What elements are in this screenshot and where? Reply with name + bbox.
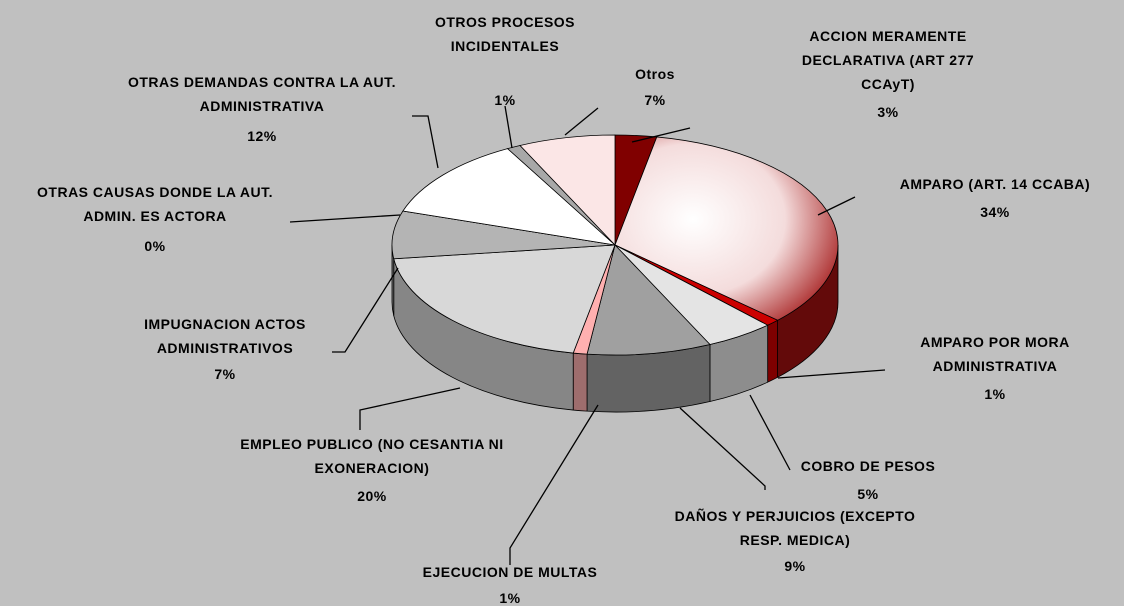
pie-side — [767, 319, 778, 383]
slice-value: 20% — [357, 488, 387, 504]
slice-label: OTRAS CAUSAS DONDE LA AUT. ADMIN. ES ACT… — [37, 184, 273, 224]
slice-label: DAÑOS Y PERJUICIOS (EXCEPTO RESP. MEDICA… — [674, 508, 916, 548]
leader-line — [777, 369, 886, 379]
leader-line — [631, 127, 691, 143]
slice-label: EJECUCION DE MULTAS — [422, 564, 598, 580]
pie-slice — [586, 244, 711, 356]
leader-line — [749, 394, 791, 471]
pie-side — [572, 352, 588, 412]
leader-line — [504, 105, 513, 149]
slice-value: 9% — [784, 558, 806, 574]
slice-value: 1% — [984, 386, 1006, 402]
slice-label: IMPUGNACION ACTOS ADMINISTRATIVOS — [144, 316, 306, 356]
slice-label: AMPARO (ART. 14 CCABA) — [899, 176, 1091, 192]
slice-label: OTROS PROCESOS INCIDENTALES — [434, 14, 576, 54]
leader-line — [564, 107, 599, 136]
slice-label: OTRAS DEMANDAS CONTRA LA AUT. ADMINISTRA… — [127, 74, 397, 114]
leader-line — [679, 407, 766, 490]
slice-label: ACCION MERAMENTE DECLARATIVA (ART 277 CC… — [801, 28, 975, 92]
leader-line — [289, 214, 401, 223]
pie-slice — [393, 244, 616, 354]
slice-value: 5% — [857, 486, 879, 502]
slice-value: 7% — [214, 366, 236, 382]
leader-line — [359, 387, 461, 430]
leader-line — [817, 196, 856, 216]
slice-value: 34% — [980, 204, 1010, 220]
pie-slice — [402, 148, 617, 246]
slice-value: 12% — [247, 128, 277, 144]
slice-value: 7% — [644, 92, 666, 108]
leader-line — [509, 404, 599, 565]
slice-value: 1% — [499, 590, 521, 606]
slice-label: COBRO DE PESOS — [800, 458, 936, 474]
slice-label: EMPLEO PUBLICO (NO CESANTIA NI EXONERACI… — [240, 436, 504, 476]
slice-value: 3% — [877, 104, 899, 120]
slice-value: 1% — [494, 92, 516, 108]
slice-label: Otros — [635, 66, 675, 82]
slice-value: 0% — [144, 238, 166, 254]
leader-line — [412, 115, 439, 169]
pie-slice — [519, 134, 616, 246]
slice-label: AMPARO POR MORA ADMINISTRATIVA — [920, 334, 1070, 374]
leader-line — [332, 267, 399, 353]
